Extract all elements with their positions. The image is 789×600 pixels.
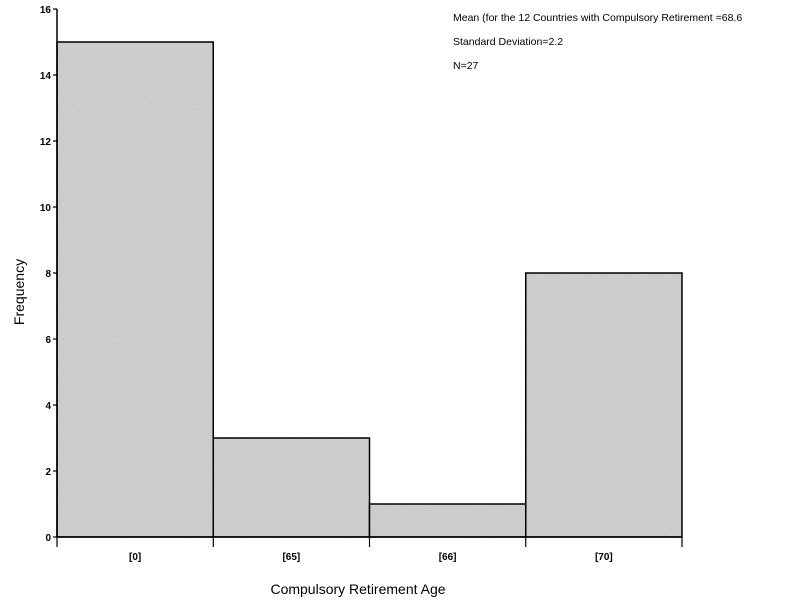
y-tick-label-6: 12 [40,137,52,148]
y-tick-label-4: 8 [45,269,51,280]
annotation-n: N=27 [453,60,479,72]
x-tick-label-1: [65] [282,552,300,563]
bar-1 [212,437,371,538]
y-tick-label-3: 6 [45,335,51,346]
x-tick-label-3: [70] [595,552,613,563]
stats-annotations: Mean (for the 12 Countries with Compulso… [453,12,742,72]
annotation-mean: Mean (for the 12 Countries with Compulso… [453,12,742,24]
x-ticks: [0] [65] [66] [70] [56,537,683,563]
y-ticks: 0 2 4 6 8 10 12 14 16 [40,5,57,544]
bar-texture-1 [213,438,370,537]
x-axis-title: Compulsory Retirement Age [270,581,445,597]
bars-layer [56,41,683,538]
bar-2 [368,503,527,538]
y-tick-label-5: 10 [40,203,52,214]
y-tick-label-8: 16 [40,5,52,16]
bar-texture-0 [57,42,214,537]
bar-texture-2 [369,504,526,537]
bar-0 [56,41,214,538]
bar-3 [525,272,683,538]
y-axis-title: Frequency [11,259,27,325]
x-tick-label-2: [66] [439,552,457,563]
y-tick-label-2: 4 [45,401,51,412]
y-tick-label-7: 14 [40,71,52,82]
bar-texture-3 [525,273,682,537]
y-tick-label-1: 2 [45,467,51,478]
annotation-std-dev: Standard Deviation=2.2 [453,36,563,48]
x-tick-label-0: [0] [129,552,141,563]
y-tick-label-0: 0 [45,533,51,544]
